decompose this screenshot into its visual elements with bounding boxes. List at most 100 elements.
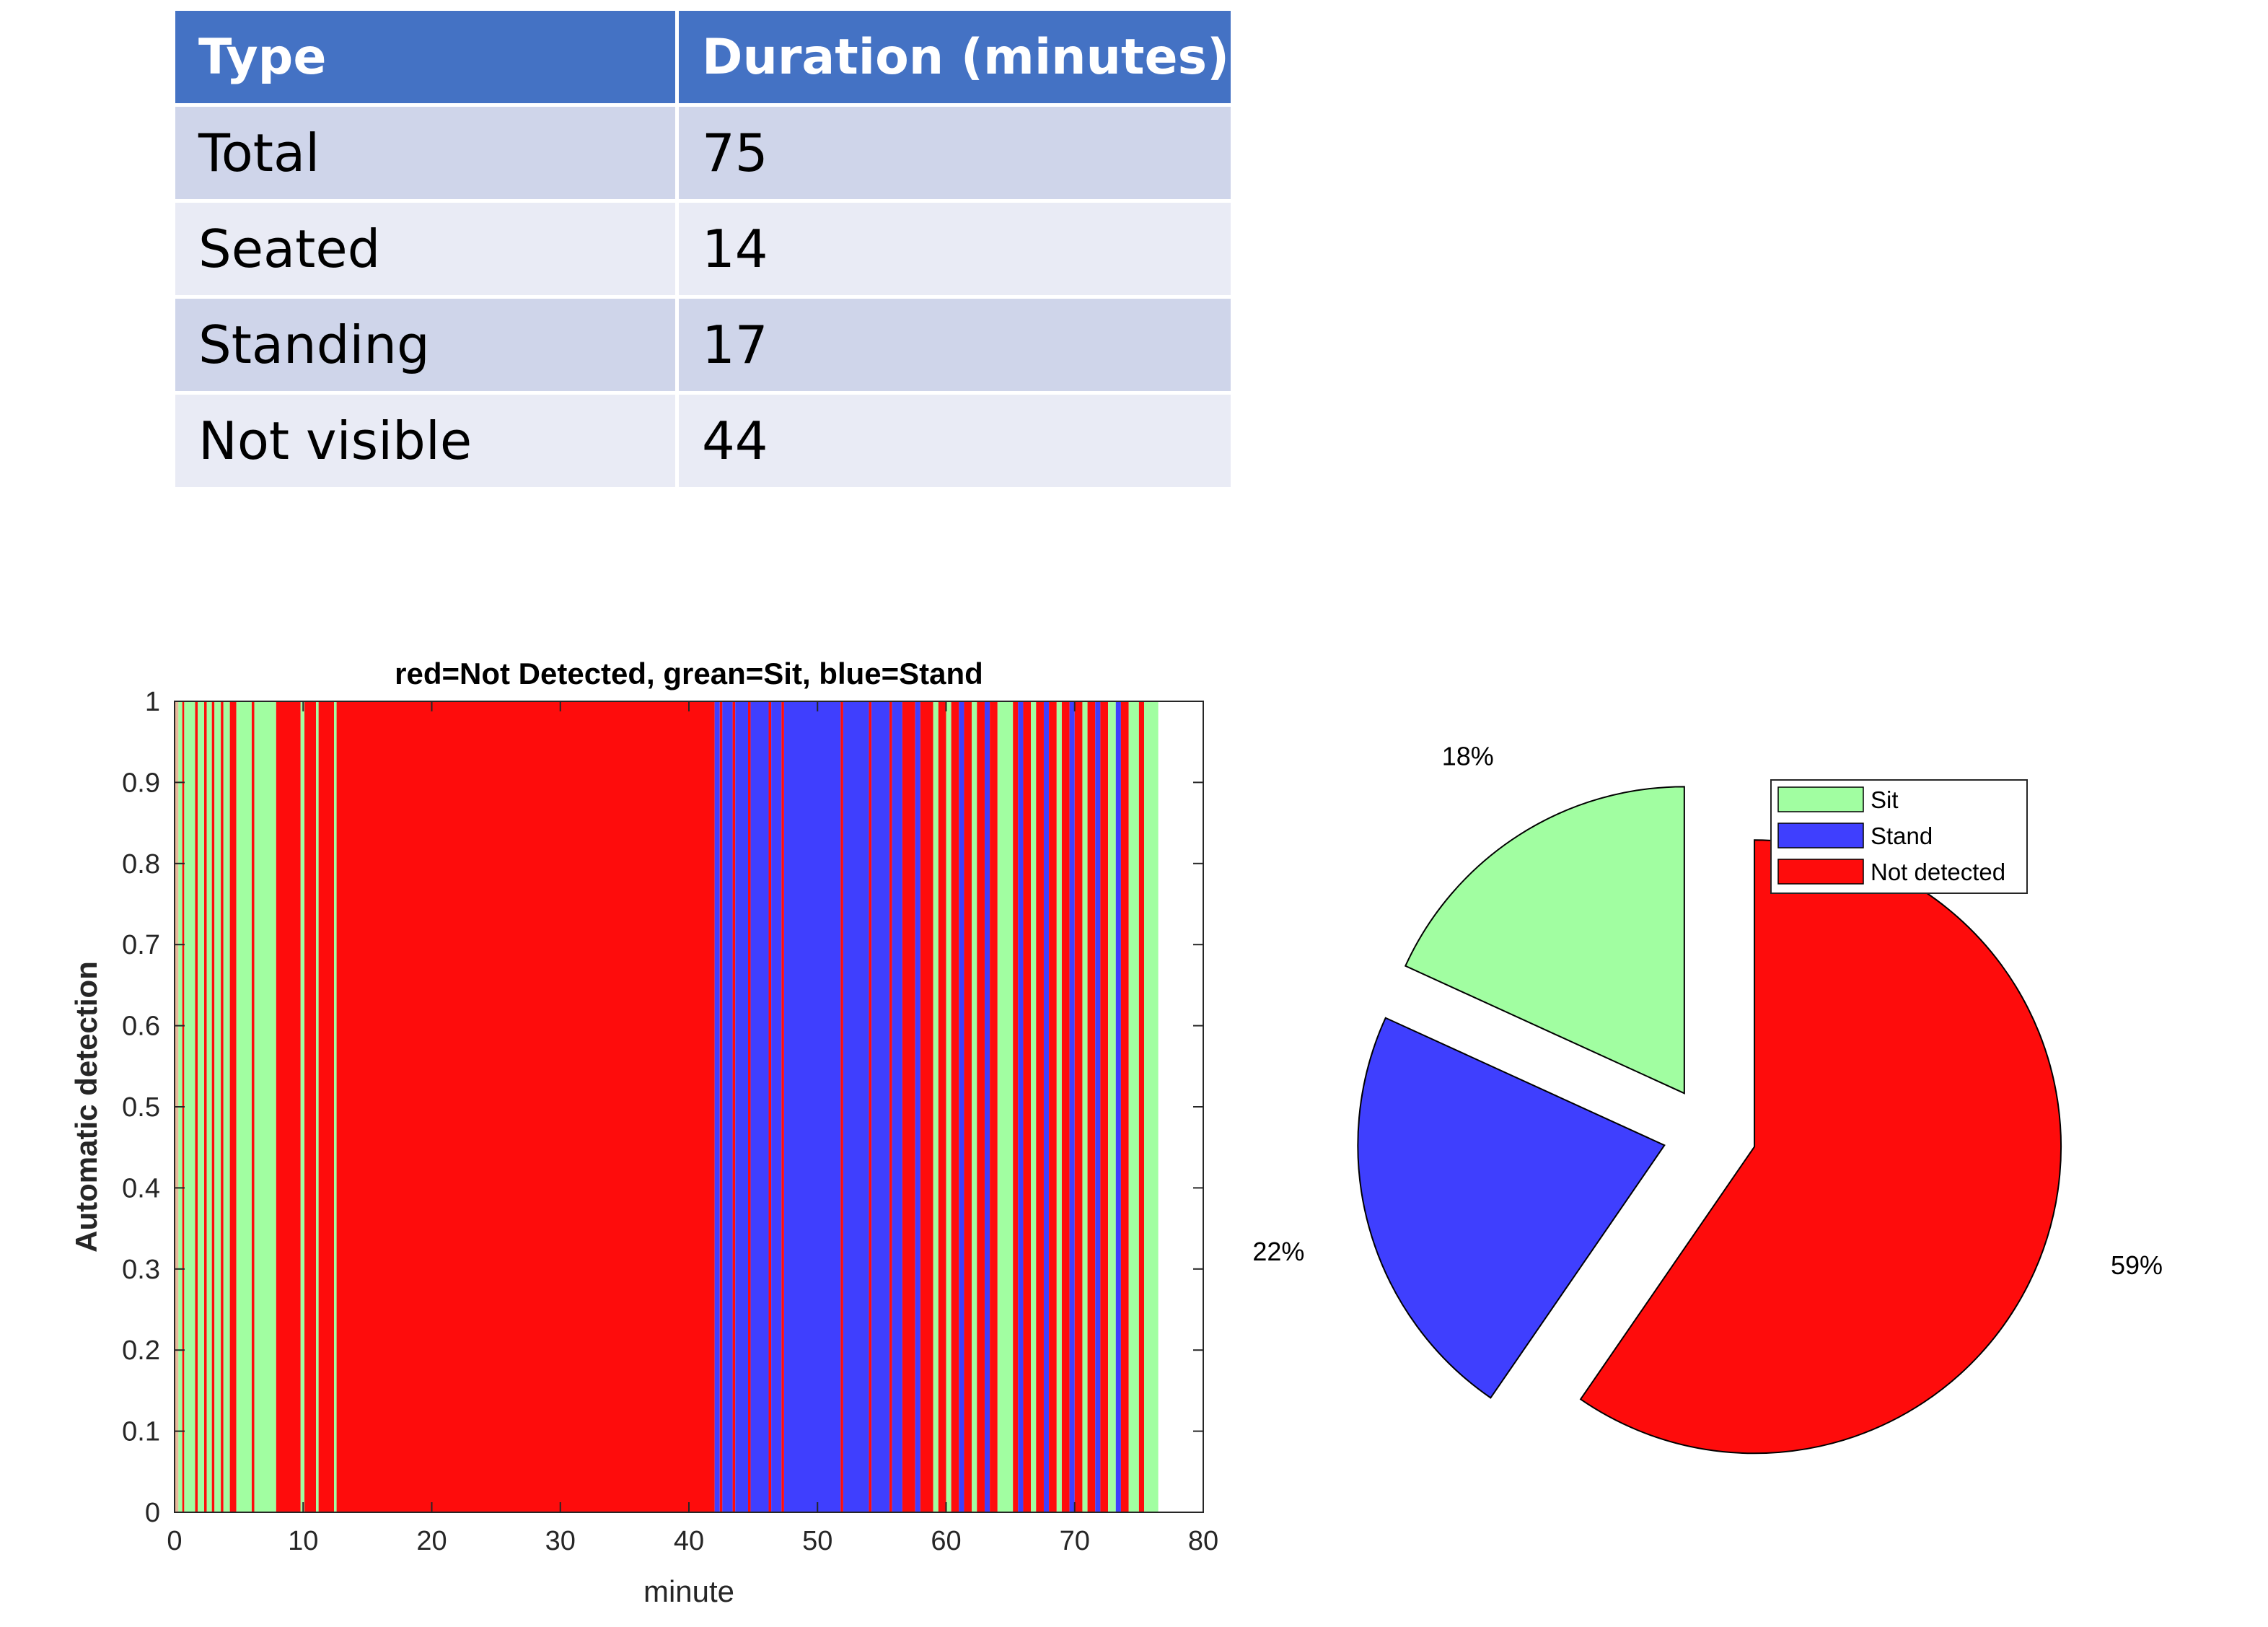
timeline-segment-not_detected: [889, 701, 892, 1512]
pie-percent-label: 59%: [2111, 1250, 2163, 1280]
timeline-segment-not_detected: [203, 701, 207, 1512]
timeline-segment-not_detected: [869, 701, 872, 1512]
timeline-segment-sit: [1031, 701, 1037, 1512]
timeline-segment-stand: [714, 701, 720, 1512]
table-header-row: Type Duration (minutes): [172, 7, 1234, 107]
y-tick-label: 0: [145, 1498, 160, 1528]
timeline-segment-not_detected: [964, 701, 972, 1512]
timeline-segment-not_detected: [229, 701, 237, 1512]
timeline-segment-not_detected: [781, 701, 784, 1512]
timeline-segment-not_detected: [336, 701, 715, 1512]
table-row: Seated 14: [172, 199, 1234, 299]
x-tick-label: 30: [545, 1526, 576, 1556]
timeline-segment-not_detected: [1061, 701, 1070, 1512]
timeline-chart: 0 10 20 30 40 50 60 70 80 0 0.1 0.2 0.3 0.4 0.5 0.6 0.7 0…: [69, 657, 1218, 1608]
timeline-segment-not_detected: [719, 701, 723, 1512]
timeline-segment-not_detected: [1138, 701, 1145, 1512]
legend-label: Stand: [1871, 823, 1933, 849]
timeline-segment-not_detected: [1023, 701, 1032, 1512]
pie-slices: [1357, 786, 2062, 1455]
timeline-segment-not_detected: [747, 701, 751, 1512]
pie-chart: 59% 22% 18% Sit Stand Not detected: [1252, 741, 2163, 1455]
timeline-segment-stand: [1095, 701, 1101, 1512]
timeline-segment-not_detected: [732, 701, 736, 1512]
table-row: Standing 17: [172, 295, 1234, 395]
timeline-segment-not_detected: [221, 701, 224, 1512]
timeline-segment-not_detected: [1087, 701, 1096, 1512]
timeline-segment-not_detected: [920, 701, 933, 1512]
x-tick-label: 60: [931, 1526, 961, 1556]
y-tick-label: 0.3: [122, 1255, 160, 1285]
row-duration-cell: 44: [675, 391, 1234, 491]
pie-percent-label: 22%: [1252, 1237, 1304, 1266]
timeline-segment-not_detected: [1074, 701, 1083, 1512]
timeline-segment-not_detected: [902, 701, 915, 1512]
duration-table: Type Duration (minutes) Total 75 Seated …: [172, 7, 1234, 491]
row-type-cell: Standing: [172, 295, 679, 395]
timeline-segment-stand: [771, 701, 782, 1512]
y-tick-label: 0.4: [122, 1173, 160, 1203]
timeline-segment-stand: [871, 701, 890, 1512]
timeline-segment-sit: [1082, 701, 1088, 1512]
x-tick-label: 0: [167, 1526, 182, 1556]
y-axis-label: Automatic detection: [69, 961, 103, 1253]
timeline-segment-sit: [972, 701, 977, 1512]
legend-swatch: [1777, 786, 1864, 812]
timeline-segment-sit: [198, 701, 204, 1512]
timeline-segment-not_detected: [840, 701, 843, 1512]
y-tick-label: 0.8: [122, 849, 160, 880]
timeline-segment-sit: [316, 701, 319, 1512]
x-tick-label: 40: [674, 1526, 704, 1556]
timeline-segment-not_detected: [938, 701, 946, 1512]
timeline-segment-not_detected: [951, 701, 959, 1512]
legend-swatch: [1777, 823, 1864, 848]
timeline-segment-not_detected: [304, 701, 317, 1512]
y-tick-label: 1: [145, 687, 160, 717]
table-row: Not visible 44: [172, 391, 1234, 491]
chart-title: red=Not Detected, grean=Sit, blue=Stand: [395, 657, 983, 690]
timeline-segment-not_detected: [276, 701, 301, 1512]
timeline-segment-sit: [184, 701, 195, 1512]
timeline-segment-stand: [915, 701, 920, 1512]
row-type-cell: Not visible: [172, 391, 679, 491]
timeline-ticks: 0 10 20 30 40 50 60 70 80 0 0.1 0.2 0.3 0.4 0.5 0.6 0.7 0…: [122, 687, 1218, 1556]
timeline-segment-not_detected: [990, 701, 998, 1512]
x-tick-label: 70: [1060, 1526, 1090, 1556]
pie-slice-stand: [1357, 1017, 1666, 1399]
row-type-cell: Total: [172, 103, 679, 203]
pie-slice-sit: [1404, 786, 1685, 1095]
timeline-segments: [175, 701, 1159, 1512]
timeline-segment-not_detected: [1049, 701, 1057, 1512]
timeline-segment-stand: [783, 701, 841, 1512]
x-tick-label: 50: [802, 1526, 832, 1556]
pie-percent-label: 18%: [1442, 741, 1494, 771]
timeline-segment-stand: [1069, 701, 1075, 1512]
header-type: Type: [172, 7, 679, 107]
timeline-segment-sit: [214, 701, 221, 1512]
timeline-segment-sit: [1128, 701, 1139, 1512]
row-duration-cell: 17: [675, 295, 1234, 395]
table-row: Total 75: [172, 103, 1234, 203]
y-tick-label: 0.7: [122, 930, 160, 960]
timeline-segment-not_detected: [195, 701, 198, 1512]
x-axis-label: minute: [643, 1574, 734, 1608]
timeline-segment-stand: [1018, 701, 1024, 1512]
timeline-segment-not_detected: [318, 701, 335, 1512]
timeline-segment-sit: [236, 701, 252, 1512]
timeline-segment-not_detected: [251, 701, 255, 1512]
timeline-segment-sit: [223, 701, 230, 1512]
timeline-segment-stand: [984, 701, 990, 1512]
timeline-segment-not_detected: [211, 701, 215, 1512]
timeline-segment-stand: [959, 701, 964, 1512]
pie-labels: 59% 22% 18%: [1252, 741, 2163, 1280]
legend-label: Not detected: [1871, 859, 2005, 885]
timeline-segment-sit: [1108, 701, 1116, 1512]
timeline-segment-not_detected: [1036, 701, 1044, 1512]
timeline-segment-not_detected: [1100, 701, 1109, 1512]
timeline-segment-stand: [1043, 701, 1050, 1512]
y-tick-label: 0.1: [122, 1417, 160, 1447]
timeline-segment-stand: [750, 701, 769, 1512]
row-duration-cell: 14: [675, 199, 1234, 299]
row-duration-cell: 75: [675, 103, 1234, 203]
